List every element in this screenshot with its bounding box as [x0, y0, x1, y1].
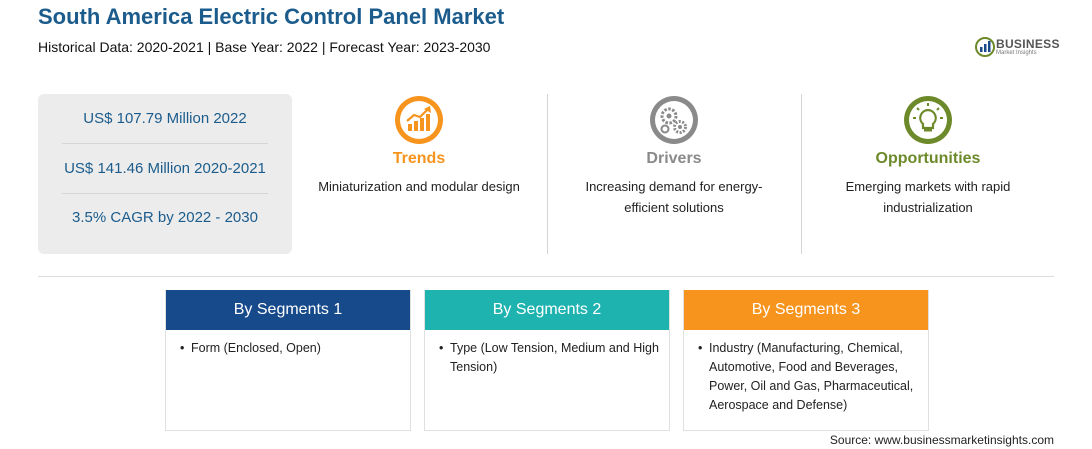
stat-divider	[62, 143, 268, 144]
business-market-insights-logo: BUSINESS Market Insights	[974, 36, 1064, 58]
stat-divider	[62, 193, 268, 194]
market-stats-panel: US$ 107.79 Million 2022 US$ 141.46 Milli…	[38, 94, 292, 254]
source-note: Source: www.businessmarketinsights.com	[829, 433, 1054, 447]
factor-text-trends: Miniaturization and modular design	[318, 179, 520, 194]
logo-name: BUSINESS	[996, 37, 1060, 51]
page-subtitle: Historical Data: 2020-2021 | Base Year: …	[38, 39, 491, 55]
factor-drivers: Drivers Increasing demand for energy-eff…	[549, 94, 799, 218]
segment-item: Industry (Manufacturing, Chemical, Autom…	[698, 339, 918, 415]
factor-text-drivers: Increasing demand for energy-efficient s…	[585, 179, 763, 215]
segment-card-2: By Segments 2 Type (Low Tension, Medium …	[424, 290, 670, 431]
factor-title-trends: Trends	[392, 150, 446, 167]
factor-divider	[547, 94, 548, 254]
trend-chart-icon	[393, 94, 445, 146]
factor-text-opportunities: Emerging markets with rapid industrializ…	[845, 179, 1011, 215]
segment-item: Type (Low Tension, Medium and High Tensi…	[439, 339, 659, 377]
page-title: South America Electric Control Panel Mar…	[38, 4, 505, 29]
stat-market-size-2022: US$ 107.79 Million 2022	[83, 110, 247, 127]
logo-tagline: Market Insights	[996, 50, 1037, 56]
segment-header-3: By Segments 3	[684, 290, 928, 330]
segment-card-3: By Segments 3 Industry (Manufacturing, C…	[683, 290, 929, 431]
logo-icon	[975, 37, 995, 57]
segment-header-2: By Segments 2	[425, 290, 669, 330]
segment-item: Form (Enclosed, Open)	[180, 339, 400, 358]
factor-divider	[801, 94, 802, 254]
factor-trends: Trends Miniaturization and modular desig…	[294, 94, 544, 197]
gears-icon	[648, 94, 700, 146]
lightbulb-icon	[902, 94, 954, 146]
section-divider	[38, 276, 1054, 277]
stat-market-size-historical: US$ 141.46 Million 2020-2021	[64, 160, 266, 177]
stat-cagr: 3.5% CAGR by 2022 - 2030	[72, 209, 258, 226]
factor-title-opportunities: Opportunities	[875, 150, 981, 167]
factor-opportunities: Opportunities Emerging markets with rapi…	[803, 94, 1053, 218]
segment-header-1: By Segments 1	[166, 290, 410, 330]
factor-title-drivers: Drivers	[646, 150, 702, 167]
segment-card-1: By Segments 1 Form (Enclosed, Open)	[165, 290, 411, 431]
